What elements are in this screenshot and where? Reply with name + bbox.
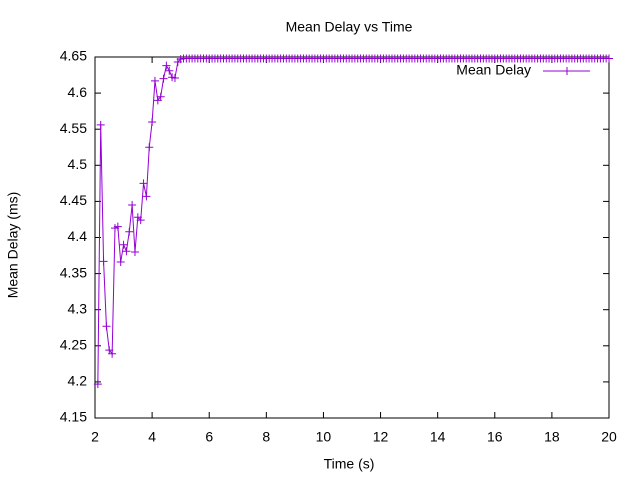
data-line [97,57,609,385]
point-marker [605,54,613,63]
y-tick-label: 4.5 [68,156,88,172]
legend-label: Mean Delay [456,62,531,78]
y-tick-label: 4.15 [60,409,87,425]
point-marker [150,76,159,85]
point-marker [125,227,134,236]
point-marker [96,120,105,129]
legend-marker [563,67,571,75]
point-marker [116,258,125,267]
y-tick-label: 4.2 [68,373,88,389]
x-tick-label: 4 [148,429,156,445]
point-marker [159,74,168,83]
plot-frame [94,56,610,419]
point-marker [136,216,145,225]
point-marker [156,92,165,101]
x-tick-label: 20 [601,429,617,445]
y-tick-label: 4.25 [60,337,87,353]
point-marker [102,322,111,331]
point-marker [99,257,108,266]
point-marker [130,247,139,256]
point-marker [170,73,179,82]
point-marker [93,380,102,389]
x-tick-label: 12 [373,429,389,445]
y-tick-label: 4.35 [60,264,87,280]
x-tick-label: 6 [205,429,213,445]
y-tick-label: 4.4 [68,228,88,244]
point-marker [145,143,154,152]
x-tick-label: 2 [91,429,99,445]
point-marker [113,222,122,231]
chart-title: Mean Delay vs Time [286,19,413,35]
y-tick-label: 4.3 [68,300,88,316]
x-tick-label: 16 [487,429,503,445]
point-marker [142,192,151,201]
point-marker [122,247,131,256]
y-tick-label: 4.55 [60,120,87,136]
y-tick-label: 4.45 [60,192,87,208]
point-marker [139,179,148,188]
x-axis-label: Time (s) [324,456,375,472]
y-axis-label: Mean Delay (ms) [5,192,21,299]
point-marker [119,240,128,249]
point-marker [108,349,117,358]
point-marker [165,66,174,75]
point-marker [148,117,157,126]
x-tick-label: 18 [544,429,560,445]
y-tick-label: 4.6 [68,84,88,100]
point-marker [162,61,171,70]
x-tick-label: 10 [316,429,332,445]
point-marker [128,201,137,210]
x-tick-label: 14 [430,429,446,445]
x-tick-label: 8 [262,429,270,445]
y-tick-label: 4.65 [60,48,87,64]
